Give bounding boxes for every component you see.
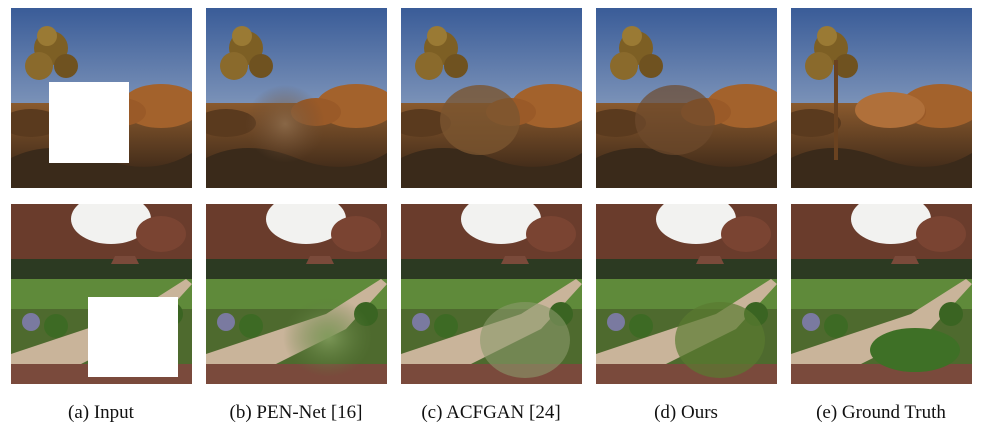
inpaint-region [675,302,765,378]
tree-trunk [834,60,838,160]
figure: (a) Input (b) PEN-Net [16] (c) ACFGAN [2… [0,0,981,427]
caption: (c) ACFGAN [24] [421,402,560,423]
captions: (a) Input (b) PEN-Net [16] (c) ACFGAN [2… [68,402,946,423]
inpaint-region [480,302,570,378]
mask [88,297,178,377]
caption: (a) Input [68,402,135,423]
inpaint-region [440,85,520,155]
caption: (e) Ground Truth [816,402,946,423]
caption: (d) Ours [654,402,718,423]
inpaint-region [283,297,373,377]
image-grid [1,8,981,384]
rock [855,92,925,128]
shrub [870,328,960,372]
mask [49,82,129,163]
inpaint-region [635,85,715,155]
inpaint-region [245,85,325,163]
caption: (b) PEN-Net [16] [230,402,363,423]
